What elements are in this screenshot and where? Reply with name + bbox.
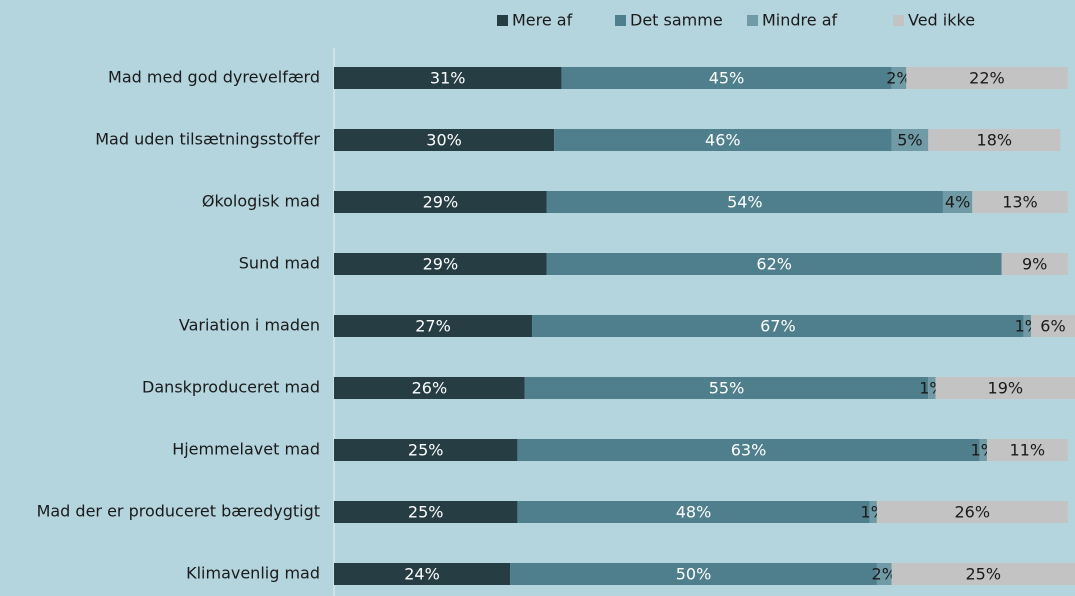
bar-segment <box>510 563 877 585</box>
bar-segment <box>334 129 555 151</box>
value-label: 13% <box>1002 193 1038 212</box>
value-label: 29% <box>423 255 459 274</box>
value-label: 45% <box>709 69 745 88</box>
value-label: 22% <box>969 69 1005 88</box>
bar-segment <box>928 129 1061 151</box>
bar-segment <box>532 315 1024 337</box>
bar-segment <box>928 377 936 399</box>
value-label: 55% <box>709 379 745 398</box>
bar-segment <box>334 253 547 275</box>
value-label: 9% <box>1022 255 1047 274</box>
bar-segment <box>334 67 562 89</box>
legend-swatch <box>893 15 904 26</box>
value-label: 46% <box>705 131 741 150</box>
value-label: 54% <box>727 193 763 212</box>
value-label: 50% <box>676 565 712 584</box>
value-label: 29% <box>423 193 459 212</box>
legend-label: Mere af <box>512 11 573 30</box>
category-label: Mad der er produceret bæredygtigt <box>37 502 320 521</box>
category-label: Danskproduceret mad <box>142 378 320 397</box>
bar-segment <box>546 191 943 213</box>
bar-segment <box>906 67 1068 89</box>
legend-swatch <box>497 15 508 26</box>
bar-segment <box>334 377 525 399</box>
category-label: Økologisk mad <box>202 192 320 211</box>
category-label: Sund mad <box>239 254 320 273</box>
legend-label: Ved ikke <box>908 11 975 30</box>
bar-segment <box>935 377 1075 399</box>
bar-segment <box>869 501 877 523</box>
bar-segment <box>891 129 929 151</box>
category-label: Mad med god dyrevelfærd <box>108 68 320 87</box>
value-label: 24% <box>404 565 440 584</box>
bar-segment <box>1023 315 1031 337</box>
value-label: 25% <box>966 565 1002 584</box>
value-label: 63% <box>731 441 767 460</box>
bar-segment <box>334 315 533 337</box>
value-label: 18% <box>977 131 1013 150</box>
value-label: 25% <box>408 441 444 460</box>
bar-segment <box>972 191 1068 213</box>
bar-segment <box>979 439 987 461</box>
bar-segment <box>986 439 1068 461</box>
value-label: 2% <box>872 565 897 584</box>
value-label: 30% <box>426 131 462 150</box>
value-label: 11% <box>1010 441 1046 460</box>
category-label: Mad uden tilsætningsstoffer <box>95 130 320 149</box>
bar-segment <box>334 563 511 585</box>
category-label: Variation i maden <box>179 316 320 335</box>
value-label: 48% <box>676 503 712 522</box>
bar-segment <box>1030 315 1075 337</box>
value-label: 19% <box>988 379 1024 398</box>
bar-segment <box>517 501 870 523</box>
value-label: 4% <box>945 193 970 212</box>
value-label: 5% <box>897 131 922 150</box>
bar-segment <box>554 129 892 151</box>
bar-segment <box>876 501 1068 523</box>
legend-label: Mindre af <box>762 11 838 30</box>
bar-segment <box>546 253 1002 275</box>
legend-swatch <box>615 15 626 26</box>
category-label: Hjemmelavet mad <box>172 440 320 459</box>
value-label: 26% <box>955 503 991 522</box>
value-label: 27% <box>415 317 451 336</box>
bar-segment <box>561 67 892 89</box>
bar-segment <box>517 439 980 461</box>
value-label: 67% <box>760 317 796 336</box>
value-label: 6% <box>1040 317 1065 336</box>
value-label: 62% <box>756 255 792 274</box>
legend-swatch <box>747 15 758 26</box>
bar-segment <box>876 563 892 585</box>
bar-segment <box>524 377 929 399</box>
value-label: 2% <box>886 69 911 88</box>
bar-segment <box>334 439 518 461</box>
bar-segment <box>1001 253 1068 275</box>
bar-segment <box>891 563 1075 585</box>
bar-segment <box>942 191 973 213</box>
bar-segment <box>334 501 518 523</box>
bar-segment <box>891 67 907 89</box>
value-label: 31% <box>430 69 466 88</box>
category-label: Klimavenlig mad <box>186 564 320 583</box>
bar-segment <box>334 191 547 213</box>
legend-label: Det samme <box>630 11 723 30</box>
value-label: 26% <box>412 379 448 398</box>
value-label: 25% <box>408 503 444 522</box>
